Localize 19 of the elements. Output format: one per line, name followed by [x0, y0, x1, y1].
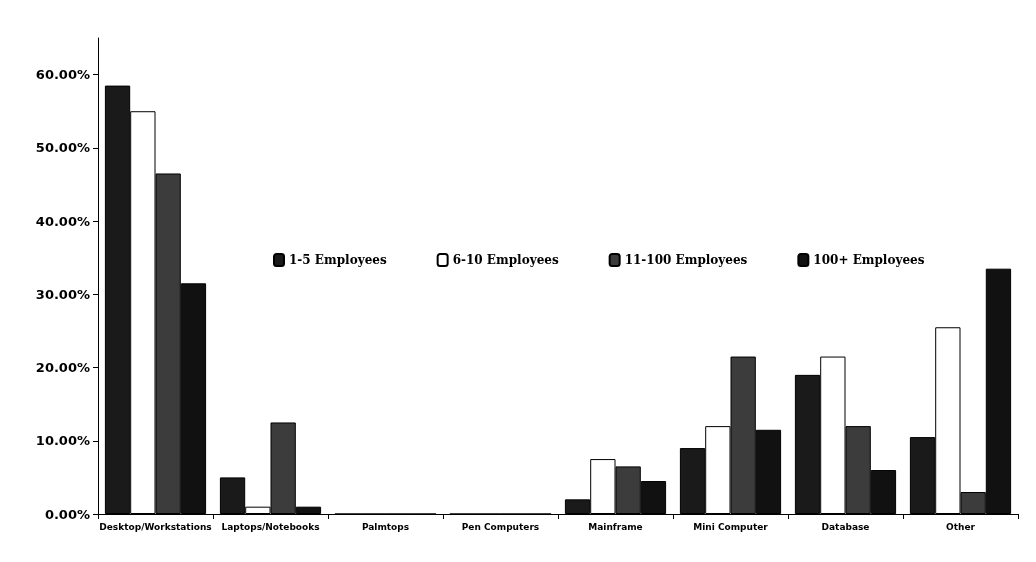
x-tick-label: Database	[821, 521, 870, 532]
y-tick-label: 20.00%	[35, 360, 90, 376]
x-tick-label: Desktop/Workstations	[99, 521, 212, 532]
legend-label: 6-10 Employees	[452, 253, 559, 267]
x-tick-label: Mainframe	[588, 521, 643, 532]
y-tick-label: 60.00%	[35, 67, 90, 83]
x-tick-label: Mini Computer	[693, 521, 769, 532]
x-tick-label: Pen Computers	[461, 521, 540, 532]
y-tick-label: 0.00%	[44, 506, 90, 522]
legend-label: 100+ Employees	[813, 253, 925, 267]
y-tick-label: 40.00%	[35, 213, 90, 229]
x-tick-label: Palmtops	[361, 521, 410, 532]
y-tick-label: 10.00%	[35, 433, 90, 449]
x-tick-label: Other	[946, 521, 976, 532]
legend-label: 11-100 Employees	[624, 253, 748, 267]
y-tick-label: 30.00%	[35, 286, 90, 302]
y-tick-label: 50.00%	[35, 140, 90, 156]
legend-label: 1-5 Employees	[289, 253, 387, 267]
x-tick-label: Laptops/Notebooks	[221, 521, 320, 532]
